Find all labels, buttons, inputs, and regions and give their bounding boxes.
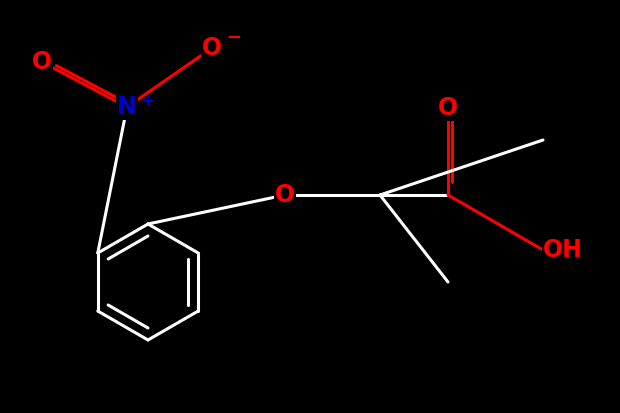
Text: O: O [202, 36, 222, 60]
Text: OH: OH [543, 238, 583, 262]
Text: +: + [141, 93, 154, 109]
Text: O: O [275, 183, 295, 207]
Text: O: O [32, 50, 52, 74]
Text: N: N [117, 95, 137, 119]
Text: O: O [438, 96, 458, 120]
Text: −: − [226, 29, 241, 47]
